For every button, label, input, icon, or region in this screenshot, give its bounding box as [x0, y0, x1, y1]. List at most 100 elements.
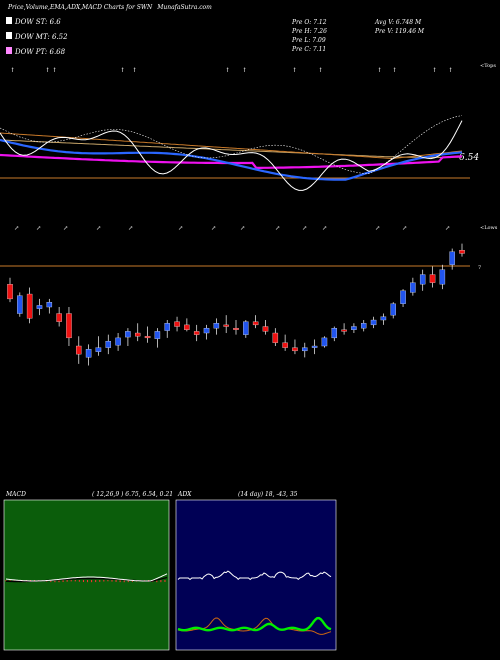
candle-body	[85, 349, 92, 358]
candle-body	[184, 324, 190, 330]
top-arrow: ↑	[377, 67, 382, 74]
candle-body	[252, 321, 259, 326]
low-arrow: ↗	[14, 225, 19, 232]
candle-body	[17, 295, 23, 314]
dow-st-swatch	[6, 17, 12, 24]
ema-dotted-line	[0, 115, 463, 175]
prev-high: Pre H: 7.26	[291, 28, 327, 35]
candle-body	[311, 345, 318, 348]
prev-day-info: Pre O: 7.12 Pre H: 7.26 Pre L: 7.09 Pre …	[291, 19, 425, 53]
ema-tan-line	[0, 139, 463, 158]
candle-body	[341, 329, 347, 332]
candle-body	[449, 251, 455, 265]
candle-body	[144, 336, 151, 339]
adx-line	[177, 570, 332, 581]
candle-body	[321, 337, 328, 347]
top-arrow: ↑	[292, 67, 297, 74]
candle-body	[233, 327, 239, 330]
prev-close: Pre C: 7.11	[291, 46, 326, 53]
top-arrow: ↑	[225, 67, 230, 74]
candle-body	[410, 282, 416, 293]
low-arrow: ↗	[178, 225, 183, 232]
top-arrow: ↑	[10, 67, 15, 74]
top-arrow: ↑	[448, 67, 453, 74]
candle-body	[292, 347, 298, 352]
top-arrow: ↑	[45, 67, 50, 74]
top-arrow: ↑	[318, 67, 323, 74]
ema-orange-line	[0, 132, 463, 160]
dow-pt-swatch	[6, 47, 12, 54]
candle-body	[66, 313, 72, 339]
candle-body	[7, 284, 13, 300]
adx-params: (14 day) 18, -43, 35	[238, 491, 298, 498]
adx-plus-di-line	[177, 616, 332, 632]
candle-body	[203, 327, 210, 334]
candle-body	[243, 321, 249, 335]
candle-body	[26, 293, 33, 319]
top-arrow: ↑	[132, 67, 137, 74]
candle-body	[282, 342, 288, 348]
price-candles	[7, 243, 465, 366]
low-arrow: ↗	[211, 225, 216, 232]
candle-body	[459, 250, 465, 254]
candle-body	[213, 323, 220, 329]
tops-marker: <Tops	[480, 63, 496, 69]
price-reference-label: 7	[478, 265, 481, 271]
macd-label: MACD	[5, 491, 26, 498]
candle-body	[76, 345, 82, 355]
low-arrow: ↗	[375, 225, 380, 232]
low-arrow: ↗	[402, 225, 407, 232]
prev-low: Pre L: 7.09	[291, 37, 326, 44]
candle-body	[302, 347, 308, 352]
ema-value-label: 6.54	[459, 153, 479, 163]
candle-body	[56, 313, 62, 322]
candle-body	[360, 323, 367, 329]
candle-body	[429, 274, 436, 283]
top-arrow: ↑	[432, 67, 437, 74]
top-arrow: ↑	[52, 67, 57, 74]
low-markers: ↗ ↗ ↗ ↗ ↗ ↗ ↗ ↗ ↗ ↗ ↗ ↗ ↗ ↗	[14, 225, 450, 232]
price-line	[0, 120, 463, 191]
candle-body	[223, 324, 229, 327]
chart-title: Price,Volume,EMA,ADX,MACD Charts for SWN…	[7, 4, 212, 11]
low-arrow: ↗	[63, 225, 68, 232]
candle-body	[380, 316, 387, 321]
dow-pt-label: DOW PT: 6.68	[14, 48, 66, 56]
low-arrow: ↗	[36, 225, 41, 232]
candle-body	[400, 290, 406, 304]
low-arrow: ↗	[128, 225, 133, 232]
macd-lines	[5, 573, 168, 583]
candle-body	[125, 331, 131, 338]
top-arrow: ↑	[242, 67, 247, 74]
low-arrow: ↗	[275, 225, 280, 232]
adx-panel	[175, 499, 337, 651]
candle-body	[95, 347, 102, 352]
ema-lines	[0, 115, 463, 191]
candle-body	[164, 323, 170, 331]
top-arrow: ↑	[120, 67, 125, 74]
dow-st-label: DOW ST: 6.6	[14, 18, 61, 26]
candle-body	[331, 327, 338, 339]
prev-open: Pre O: 7.12	[291, 19, 327, 26]
lows-marker: <Lows	[480, 225, 498, 231]
candle-body	[46, 302, 53, 308]
candle-body	[36, 305, 43, 309]
candle-body	[134, 332, 141, 337]
dow-mt-label: DOW MT: 6.52	[14, 33, 68, 41]
adx-label: ADX	[177, 491, 192, 498]
low-arrow: ↗	[302, 225, 307, 232]
candle-body	[419, 274, 426, 285]
top-markers: ↑ ↑ ↑ ↑ ↑ ↑ ↑ ↑ ↑ ↑ ↑ ↑ ↑	[10, 67, 453, 74]
candle-body	[370, 319, 377, 326]
low-arrow: ↗	[96, 225, 101, 232]
candle-body	[115, 337, 121, 346]
candle-body	[105, 340, 112, 348]
low-arrow: ↗	[322, 225, 327, 232]
candle-body	[174, 321, 180, 327]
macd-params: ( 12,26,9 ) 6.75, 6.54, 0.21	[92, 491, 173, 498]
candle-body	[272, 332, 279, 343]
low-arrow: ↗	[445, 225, 450, 232]
candle-body	[390, 303, 396, 316]
adx-lines	[177, 570, 332, 635]
